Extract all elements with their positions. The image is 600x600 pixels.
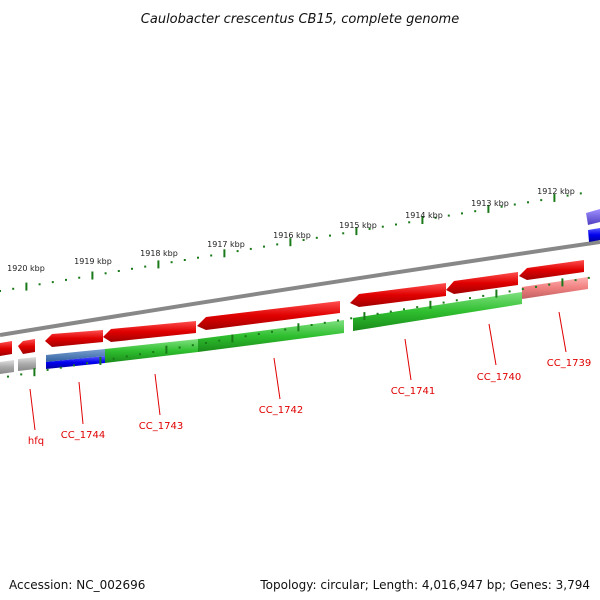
gene-arrow-cc1742	[197, 301, 340, 330]
gene-fwd-cc1741	[353, 292, 522, 331]
scale-labels: 1912 kbp 1913 kbp 1914 kbp 1915 kbp 1916…	[7, 187, 575, 273]
feature-gray-hfq	[18, 357, 36, 371]
gene-label-cc1741: CC_1741	[391, 386, 435, 397]
gene-arrow-cc1743	[103, 321, 196, 342]
feature-steel-cc1744	[46, 349, 105, 362]
scale-label-1917: 1917 kbp	[207, 240, 245, 249]
feature-partial-purple	[586, 209, 600, 225]
gene-label-cc1742: CC_1742	[259, 405, 303, 416]
scale-label-1913: 1913 kbp	[471, 199, 509, 208]
scale-ticks	[0, 192, 582, 292]
genome-backbone	[0, 240, 600, 337]
gene-arrow-cc1741	[350, 283, 446, 307]
feature-partial-blue	[588, 228, 600, 242]
gene-label-cc1739: CC_1739	[547, 358, 591, 369]
scale-label-1915: 1915 kbp	[339, 221, 377, 230]
gene-arrow-cc1744	[45, 330, 103, 347]
scale-label-1912: 1912 kbp	[537, 187, 575, 196]
gene-label-hfq: hfq	[28, 436, 44, 447]
feature-gray-edge	[0, 360, 14, 374]
scale-label-1919: 1919 kbp	[74, 257, 112, 266]
accession-text: Accession: NC_002696	[9, 578, 146, 592]
scale-label-1914: 1914 kbp	[405, 211, 443, 220]
gene-label-cc1744: CC_1744	[61, 430, 105, 441]
gene-arrow-left-edge-1	[0, 341, 12, 356]
genome-summary-text: Topology: circular; Length: 4,016,947 bp…	[260, 578, 590, 592]
gene-fwd-cc1743	[105, 339, 198, 363]
gene-fwd-cc1742	[198, 320, 344, 352]
scale-label-1916: 1916 kbp	[273, 231, 311, 240]
gene-arrow-cc1740	[446, 272, 518, 294]
gene-label-cc1740: CC_1740	[477, 372, 521, 383]
inner-ticks	[7, 276, 590, 378]
gene-arrow-cc1739	[519, 260, 584, 280]
scale-label-1918: 1918 kbp	[140, 249, 178, 258]
gene-fwd-cc1739	[522, 277, 588, 299]
scale-label-1920: 1920 kbp	[7, 264, 45, 273]
feature-blue-cc1744	[46, 356, 105, 369]
map-title: Caulobacter crescentus CB15, complete ge…	[141, 12, 459, 27]
gene-label-leaders	[29, 311, 567, 431]
gene-arrow-hfq	[18, 339, 35, 354]
gene-label-cc1743: CC_1743	[139, 421, 183, 432]
